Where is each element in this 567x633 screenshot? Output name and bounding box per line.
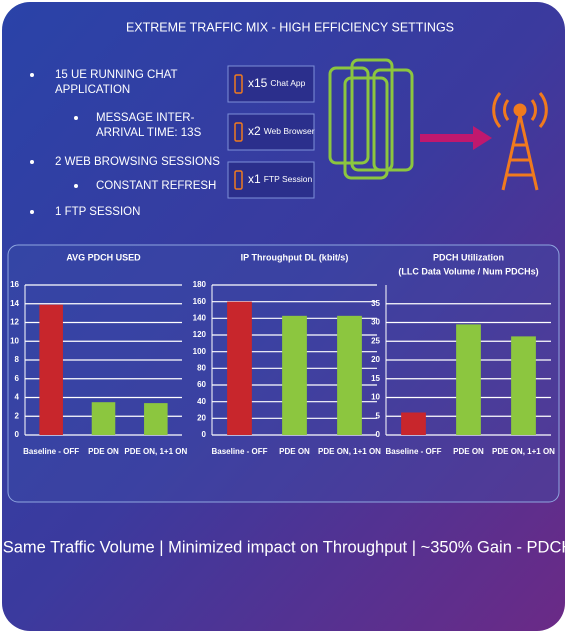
phone-icon bbox=[234, 74, 243, 94]
y-tick-label: 30 bbox=[371, 318, 380, 327]
bar bbox=[511, 336, 536, 435]
bar bbox=[144, 403, 168, 435]
chart-subtitle: (LLC Data Volume / Num PDCHs) bbox=[398, 266, 538, 276]
traffic-boxes: x15 Chat App x2 Web Browser x1 FTP Session bbox=[227, 65, 315, 199]
bar bbox=[227, 301, 252, 435]
footer: Same Traffic Volume | Minimized impact o… bbox=[3, 538, 567, 556]
box-text: x1 FTP Session bbox=[248, 172, 312, 186]
bar bbox=[401, 412, 426, 435]
bullet-dot bbox=[30, 73, 34, 77]
x-tick-label: PDE ON, 1+1 ON bbox=[492, 447, 555, 456]
x-tick-label: PDE ON bbox=[453, 447, 484, 456]
x-tick-label: PDE ON, 1+1 ON bbox=[124, 447, 187, 456]
chart-title: AVG PDCH USED bbox=[66, 252, 141, 262]
y-tick-label: 16 bbox=[10, 280, 19, 289]
y-tick-label: 12 bbox=[10, 318, 19, 327]
box-text: x2 Web Browser bbox=[248, 124, 315, 138]
bullet-dot bbox=[74, 116, 78, 120]
box-label: FTP Session bbox=[264, 174, 313, 184]
bullet-text: 1 FTP SESSION bbox=[55, 206, 140, 218]
chart-title: IP Throughput DL (kbit/s) bbox=[241, 252, 349, 262]
y-tick-label: 10 bbox=[10, 336, 19, 345]
phone-icon bbox=[234, 170, 243, 190]
y-tick-label: 25 bbox=[371, 336, 380, 345]
y-tick-label: 60 bbox=[197, 380, 206, 389]
bar bbox=[282, 315, 307, 435]
x-tick-label: Baseline - OFF bbox=[211, 447, 267, 456]
y-tick-label: 160 bbox=[193, 297, 207, 306]
bullet-dot bbox=[74, 184, 78, 188]
y-tick-label: 120 bbox=[193, 330, 207, 339]
bar bbox=[91, 402, 116, 435]
box-label: Chat App bbox=[270, 78, 305, 88]
y-tick-label: 0 bbox=[15, 430, 20, 439]
box-label: Web Browser bbox=[264, 126, 315, 136]
phone-icon bbox=[234, 122, 243, 142]
y-tick-label: 2 bbox=[15, 411, 20, 420]
y-tick-label: 14 bbox=[10, 299, 19, 308]
y-tick-label: 0 bbox=[202, 430, 207, 439]
box-count: x1 bbox=[248, 172, 261, 186]
bullet-text: APPLICATION bbox=[55, 84, 130, 96]
bullet-text: MESSAGE INTER- bbox=[96, 112, 195, 124]
tower-icon bbox=[492, 92, 548, 191]
x-tick-label: PDE ON bbox=[279, 447, 310, 456]
box-count: x15 bbox=[248, 76, 268, 90]
y-tick-label: 4 bbox=[15, 393, 20, 402]
y-tick-label: 6 bbox=[15, 374, 20, 383]
x-tick-label: Baseline - OFF bbox=[385, 447, 441, 456]
x-tick-label: Baseline - OFF bbox=[23, 447, 79, 456]
y-tick-label: 100 bbox=[193, 347, 207, 356]
bullet-text: 15 UE RUNNING CHAT bbox=[55, 69, 177, 81]
y-tick-label: 80 bbox=[197, 363, 206, 372]
y-tick-label: 5 bbox=[376, 411, 381, 420]
y-tick-label: 8 bbox=[15, 355, 20, 364]
arrow bbox=[420, 126, 492, 150]
bullet-text: 2 WEB BROWSING SESSIONS bbox=[55, 156, 220, 168]
phones-icon bbox=[328, 58, 414, 180]
y-tick-label: 40 bbox=[197, 397, 206, 406]
bullet-text: CONSTANT REFRESH bbox=[96, 180, 216, 192]
y-tick-label: 15 bbox=[371, 374, 380, 383]
box-count: x2 bbox=[248, 124, 261, 138]
bar bbox=[456, 324, 481, 435]
x-tick-label: PDE ON bbox=[88, 447, 119, 456]
y-tick-label: 20 bbox=[371, 355, 380, 364]
box-text: x15 Chat App bbox=[248, 76, 306, 90]
y-tick-label: 20 bbox=[197, 413, 206, 422]
bullet-text: ARRIVAL TIME: 13S bbox=[96, 127, 202, 139]
x-tick-label: PDE ON, 1+1 ON bbox=[318, 447, 381, 456]
y-tick-label: 0 bbox=[376, 430, 381, 439]
y-tick-label: 10 bbox=[371, 393, 380, 402]
bar bbox=[39, 304, 63, 435]
y-tick-label: 35 bbox=[371, 299, 380, 308]
bullet-dot bbox=[30, 210, 34, 214]
chart-title: PDCH Utilization bbox=[433, 252, 504, 262]
bar bbox=[337, 315, 362, 435]
y-tick-label: 180 bbox=[193, 280, 207, 289]
y-tick-label: 140 bbox=[193, 313, 207, 322]
slide-title: EXTREME TRAFFIC MIX - HIGH EFFICIENCY SE… bbox=[126, 20, 454, 34]
bullet-dot bbox=[30, 160, 34, 164]
